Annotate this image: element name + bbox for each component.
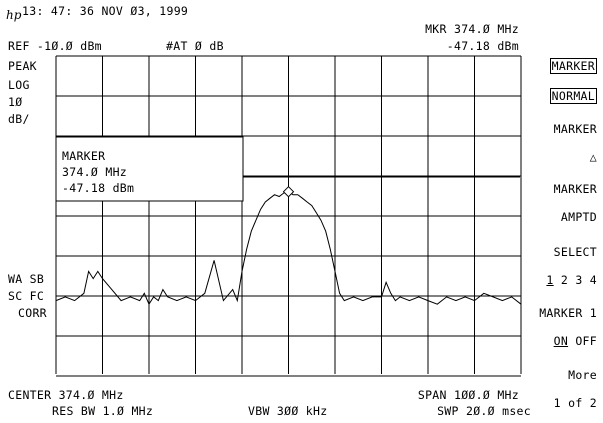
softkey-marker-amptd[interactable]: MARKER AMPTD (539, 168, 597, 224)
scale-label: LOG (8, 78, 30, 92)
wa-sb-label: WA SB (8, 272, 45, 286)
marker-diamond (282, 185, 295, 198)
marker-1-on: ON (553, 334, 569, 348)
scale-unit: dB/ (8, 112, 30, 126)
softkey-more-label1: More (568, 368, 597, 382)
select-option-1: 1 (546, 273, 554, 287)
sc-fc-label: SC FC (8, 289, 45, 303)
marker-amp-readout: -47.18 dBm (446, 39, 519, 53)
softkey-more[interactable]: More 1 of 2 (539, 354, 597, 410)
marker-readout-amp: -47.18 dBm (62, 181, 135, 195)
softkey-marker-amptd-label2: AMPTD (560, 210, 597, 224)
marker-readout-box (55, 136, 244, 202)
softkey-select[interactable]: SELECT 1 2 3 4 (532, 231, 597, 287)
corr-label: CORR (18, 306, 47, 320)
softkey-select-label: SELECT (553, 245, 597, 259)
softkey-marker-delta-label1: MARKER (553, 122, 597, 136)
softkey-marker-normal-label1: MARKER (549, 58, 597, 74)
softkey-more-label2: 1 of 2 (553, 396, 597, 410)
span: SPAN 1ØØ.Ø MHz (417, 388, 519, 402)
softkey-marker-delta[interactable]: MARKER △ (539, 108, 597, 164)
marker-readout-title: MARKER (62, 149, 106, 163)
softkey-marker-normal[interactable]: MARKER NORMAL (535, 44, 597, 104)
res-bw: RES BW 1.Ø MHz (52, 404, 154, 418)
center-freq: CENTER 374.Ø MHz (8, 388, 124, 402)
select-options-rest: 2 3 4 (553, 273, 597, 287)
softkey-marker-1[interactable]: MARKER 1 ON OFF (525, 292, 597, 348)
marker-readout-freq: 374.Ø MHz (62, 165, 128, 179)
softkey-marker-normal-label2: NORMAL (549, 88, 597, 104)
spectrum-trace (55, 191, 522, 306)
hp-logo: hp (6, 8, 22, 22)
graticule (55, 55, 522, 377)
detector-label: PEAK (8, 59, 37, 73)
vbw: VBW 3ØØ kHz (248, 404, 328, 418)
timestamp: 13: 47: 36 NOV Ø3, 1999 (22, 4, 189, 18)
marker-1-off: OFF (568, 334, 597, 348)
attenuation: #AT Ø dB (166, 39, 224, 53)
delta-icon: △ (589, 150, 597, 164)
softkey-marker-1-label: MARKER 1 (539, 306, 597, 320)
marker-freq-readout: MKR 374.Ø MHz (425, 22, 519, 36)
ref-level: REF -1Ø.Ø dBm (8, 39, 102, 53)
softkey-marker-amptd-label1: MARKER (553, 182, 597, 196)
sweep-time: SWP 2Ø.Ø msec (437, 404, 531, 418)
scale-value: 1Ø (8, 95, 23, 109)
